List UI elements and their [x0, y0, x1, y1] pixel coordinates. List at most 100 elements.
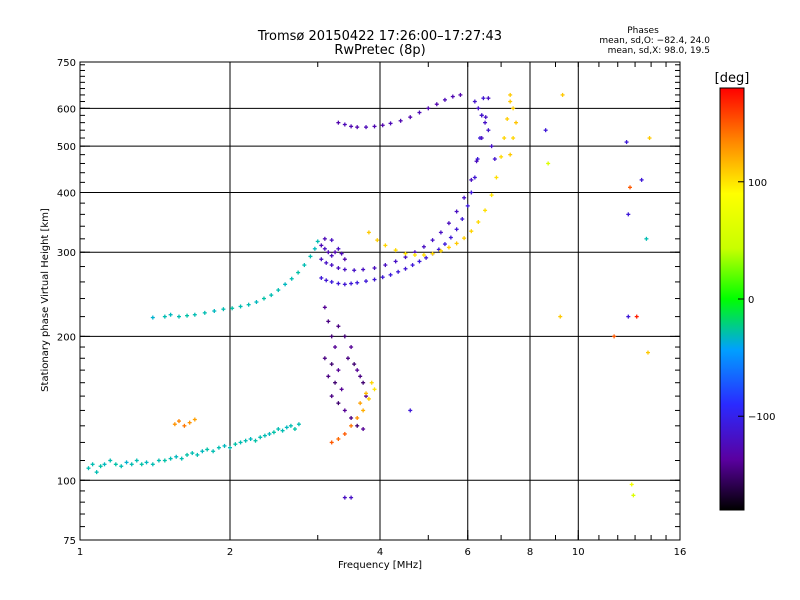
data-point	[248, 436, 253, 441]
data-point	[296, 422, 301, 427]
data-point	[450, 94, 455, 99]
data-point	[486, 128, 491, 133]
data-point	[460, 217, 465, 222]
data-point	[336, 324, 341, 329]
data-point	[261, 296, 266, 301]
data-point	[349, 124, 354, 129]
data-point	[86, 466, 91, 471]
data-point	[352, 362, 357, 367]
data-point	[361, 408, 366, 413]
data-point	[438, 248, 443, 253]
data-point	[342, 334, 347, 339]
data-point	[339, 387, 344, 392]
data-point	[333, 380, 338, 385]
data-point	[329, 263, 334, 268]
data-point	[315, 239, 320, 244]
axes: 1 2 4 6 8 10 16 75 100 200 300 400 500 600 750	[57, 58, 686, 558]
data-point	[308, 254, 313, 259]
data-point	[216, 445, 221, 450]
data-point	[90, 462, 95, 467]
colorbar-tick-label: −100	[748, 412, 775, 423]
data-point	[489, 193, 494, 198]
data-point	[476, 220, 481, 225]
data-point	[505, 116, 510, 121]
data-point	[349, 415, 354, 420]
data-point	[403, 266, 408, 271]
data-point	[355, 423, 360, 428]
data-point	[424, 255, 429, 260]
scatter-points	[86, 92, 652, 500]
data-point	[283, 282, 288, 287]
data-point	[489, 144, 494, 149]
data-point	[469, 190, 474, 195]
data-point	[129, 462, 134, 467]
data-point	[329, 440, 334, 445]
x-tick-label: 10	[572, 547, 585, 558]
y-tick-label: 400	[57, 188, 76, 199]
data-point	[372, 277, 377, 282]
data-point	[342, 408, 347, 413]
y-tick-label: 75	[63, 536, 76, 547]
data-point	[458, 92, 463, 97]
y-tick-label: 100	[57, 476, 76, 487]
data-point	[185, 313, 190, 318]
data-point	[483, 115, 488, 120]
data-point	[355, 415, 360, 420]
data-point	[349, 423, 354, 428]
data-point	[442, 97, 447, 102]
data-point	[192, 312, 197, 317]
data-point	[139, 462, 144, 467]
data-point	[319, 243, 324, 248]
data-point	[612, 334, 617, 339]
data-point	[644, 236, 649, 241]
data-point	[324, 260, 329, 265]
data-point	[319, 275, 324, 280]
data-point	[322, 356, 327, 361]
data-point	[102, 462, 107, 467]
data-point	[474, 159, 479, 164]
data-point	[454, 241, 459, 246]
data-point	[329, 362, 334, 367]
data-point	[486, 96, 491, 101]
data-point	[508, 99, 513, 104]
x-axis-label: Frequency [MHz]	[338, 560, 422, 571]
data-point	[113, 462, 118, 467]
data-point	[647, 136, 652, 141]
data-point	[514, 120, 519, 125]
data-point	[361, 267, 366, 272]
data-point	[230, 306, 235, 311]
data-point	[187, 420, 192, 425]
data-point	[421, 244, 426, 249]
data-point	[358, 401, 363, 406]
data-point	[472, 175, 477, 180]
data-point	[349, 495, 354, 500]
data-point	[329, 253, 334, 258]
data-point	[454, 227, 459, 232]
data-point	[426, 106, 431, 111]
data-point	[375, 238, 380, 243]
data-point	[492, 157, 497, 162]
data-point	[336, 436, 341, 441]
data-point	[238, 440, 243, 445]
data-point	[319, 257, 324, 262]
data-point	[212, 309, 217, 314]
data-point	[168, 456, 173, 461]
data-point	[222, 443, 227, 448]
data-point	[454, 209, 459, 214]
data-point	[246, 302, 251, 307]
data-point	[280, 428, 285, 433]
data-point	[476, 106, 481, 111]
data-point	[355, 125, 360, 130]
data-point	[639, 177, 644, 182]
data-point	[434, 102, 439, 107]
data-point	[342, 431, 347, 436]
data-point	[403, 251, 408, 256]
data-point	[144, 460, 149, 465]
grid	[80, 62, 680, 540]
data-point	[243, 438, 248, 443]
data-point	[134, 458, 139, 463]
data-point	[448, 235, 453, 240]
data-point	[629, 482, 634, 487]
data-point	[469, 177, 474, 182]
data-point	[162, 314, 167, 319]
